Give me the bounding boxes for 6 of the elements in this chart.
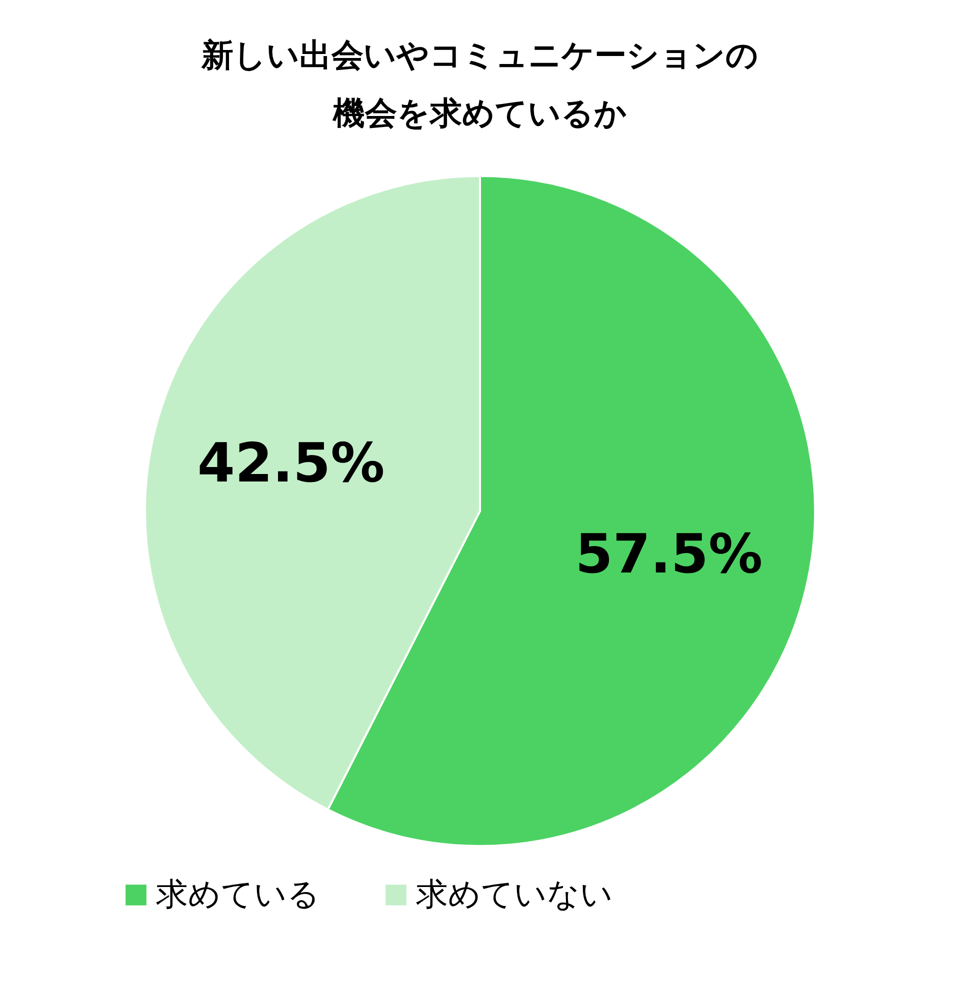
text: 新しい出会いやコミュニケーションの	[202, 36, 758, 74]
text: 機会を求めているか	[333, 94, 627, 132]
legend-label: 求めている	[156, 875, 320, 913]
legend-label: 求めていない	[416, 875, 613, 913]
data-label: 57.5%	[575, 522, 763, 586]
data-label: 42.5%	[197, 432, 385, 495]
